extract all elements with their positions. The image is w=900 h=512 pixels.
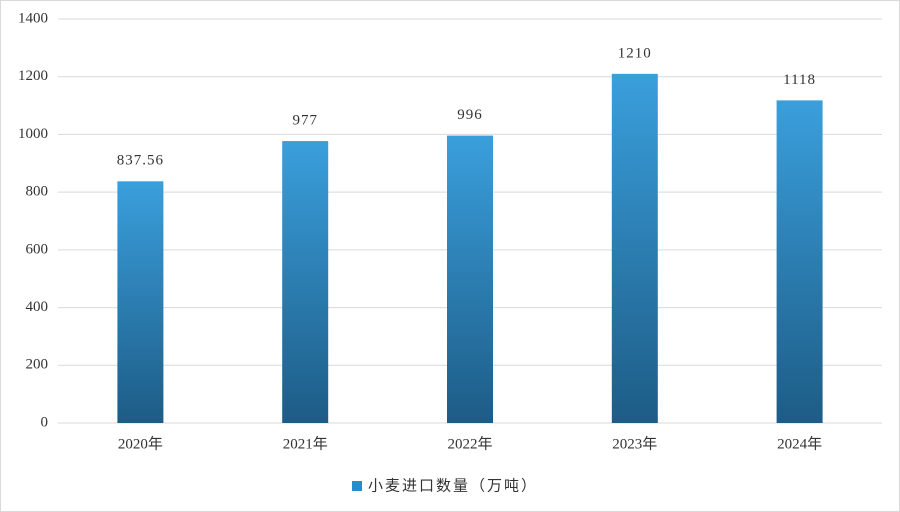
legend-swatch [352, 481, 362, 491]
bar [776, 100, 823, 424]
bar [117, 181, 164, 423]
y-tick-label: 600 [26, 241, 49, 257]
y-tick-label: 1200 [18, 68, 48, 84]
y-tick-label: 800 [26, 184, 49, 200]
x-tick-label: 2024年 [777, 435, 822, 452]
y-tick-label: 1000 [18, 126, 48, 142]
x-tick-label: 2023年 [612, 435, 657, 452]
data-label: 977 [292, 113, 318, 129]
x-tick-label: 2020年 [118, 435, 163, 452]
bar [282, 141, 329, 423]
x-tick-label: 2021年 [283, 435, 328, 452]
y-tick-label: 0 [41, 414, 49, 430]
data-label: 996 [457, 107, 483, 123]
legend-label: 小麦进口数量（万吨） [368, 477, 538, 494]
x-tick-label: 2022年 [447, 435, 492, 452]
y-tick-label: 1400 [18, 10, 48, 26]
bar [611, 73, 658, 423]
data-label: 837.56 [117, 153, 164, 169]
data-label: 1210 [618, 45, 652, 61]
y-tick-label: 200 [26, 357, 49, 373]
y-tick-label: 400 [26, 299, 49, 315]
data-label: 1118 [783, 72, 816, 88]
bar [447, 135, 493, 423]
